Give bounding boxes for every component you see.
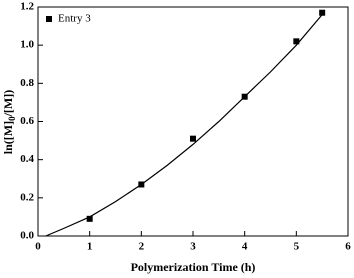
x-tick-label: 2 [139, 241, 145, 253]
y-label-part: /[M]) [1, 90, 15, 118]
x-tick-label: 5 [294, 241, 300, 253]
point [319, 9, 326, 16]
x-tick-label: 0 [35, 241, 41, 253]
y-tick-label: 1.2 [20, 1, 34, 13]
y-label-subscript: 0 [7, 116, 17, 121]
y-tick-label: 1.0 [20, 39, 34, 51]
point [293, 38, 300, 45]
x-tick-label: 3 [190, 241, 196, 253]
y-tick-label: 0.0 [20, 230, 34, 242]
y-tick-label: 0.6 [20, 115, 34, 127]
x-tick-label: 4 [242, 241, 248, 253]
y-label-part: ln([M] [1, 121, 15, 154]
y-tick-label: 0.2 [20, 191, 34, 203]
x-tick-label: 1 [87, 241, 93, 253]
point [190, 135, 196, 142]
legend-label: Entry 3 [58, 13, 91, 25]
fit-line [45, 14, 323, 237]
point [86, 215, 93, 222]
y-tick-label: 0.4 [20, 153, 34, 165]
plot-frame [37, 6, 349, 237]
x-axis-label: Polymerization Time (h) [131, 260, 256, 274]
y-tick-label: 0.8 [20, 77, 34, 89]
x-tick-label: 6 [345, 241, 351, 253]
y-axis-label: ln([M]0/[M]) [1, 90, 17, 154]
legend-marker [46, 16, 52, 22]
